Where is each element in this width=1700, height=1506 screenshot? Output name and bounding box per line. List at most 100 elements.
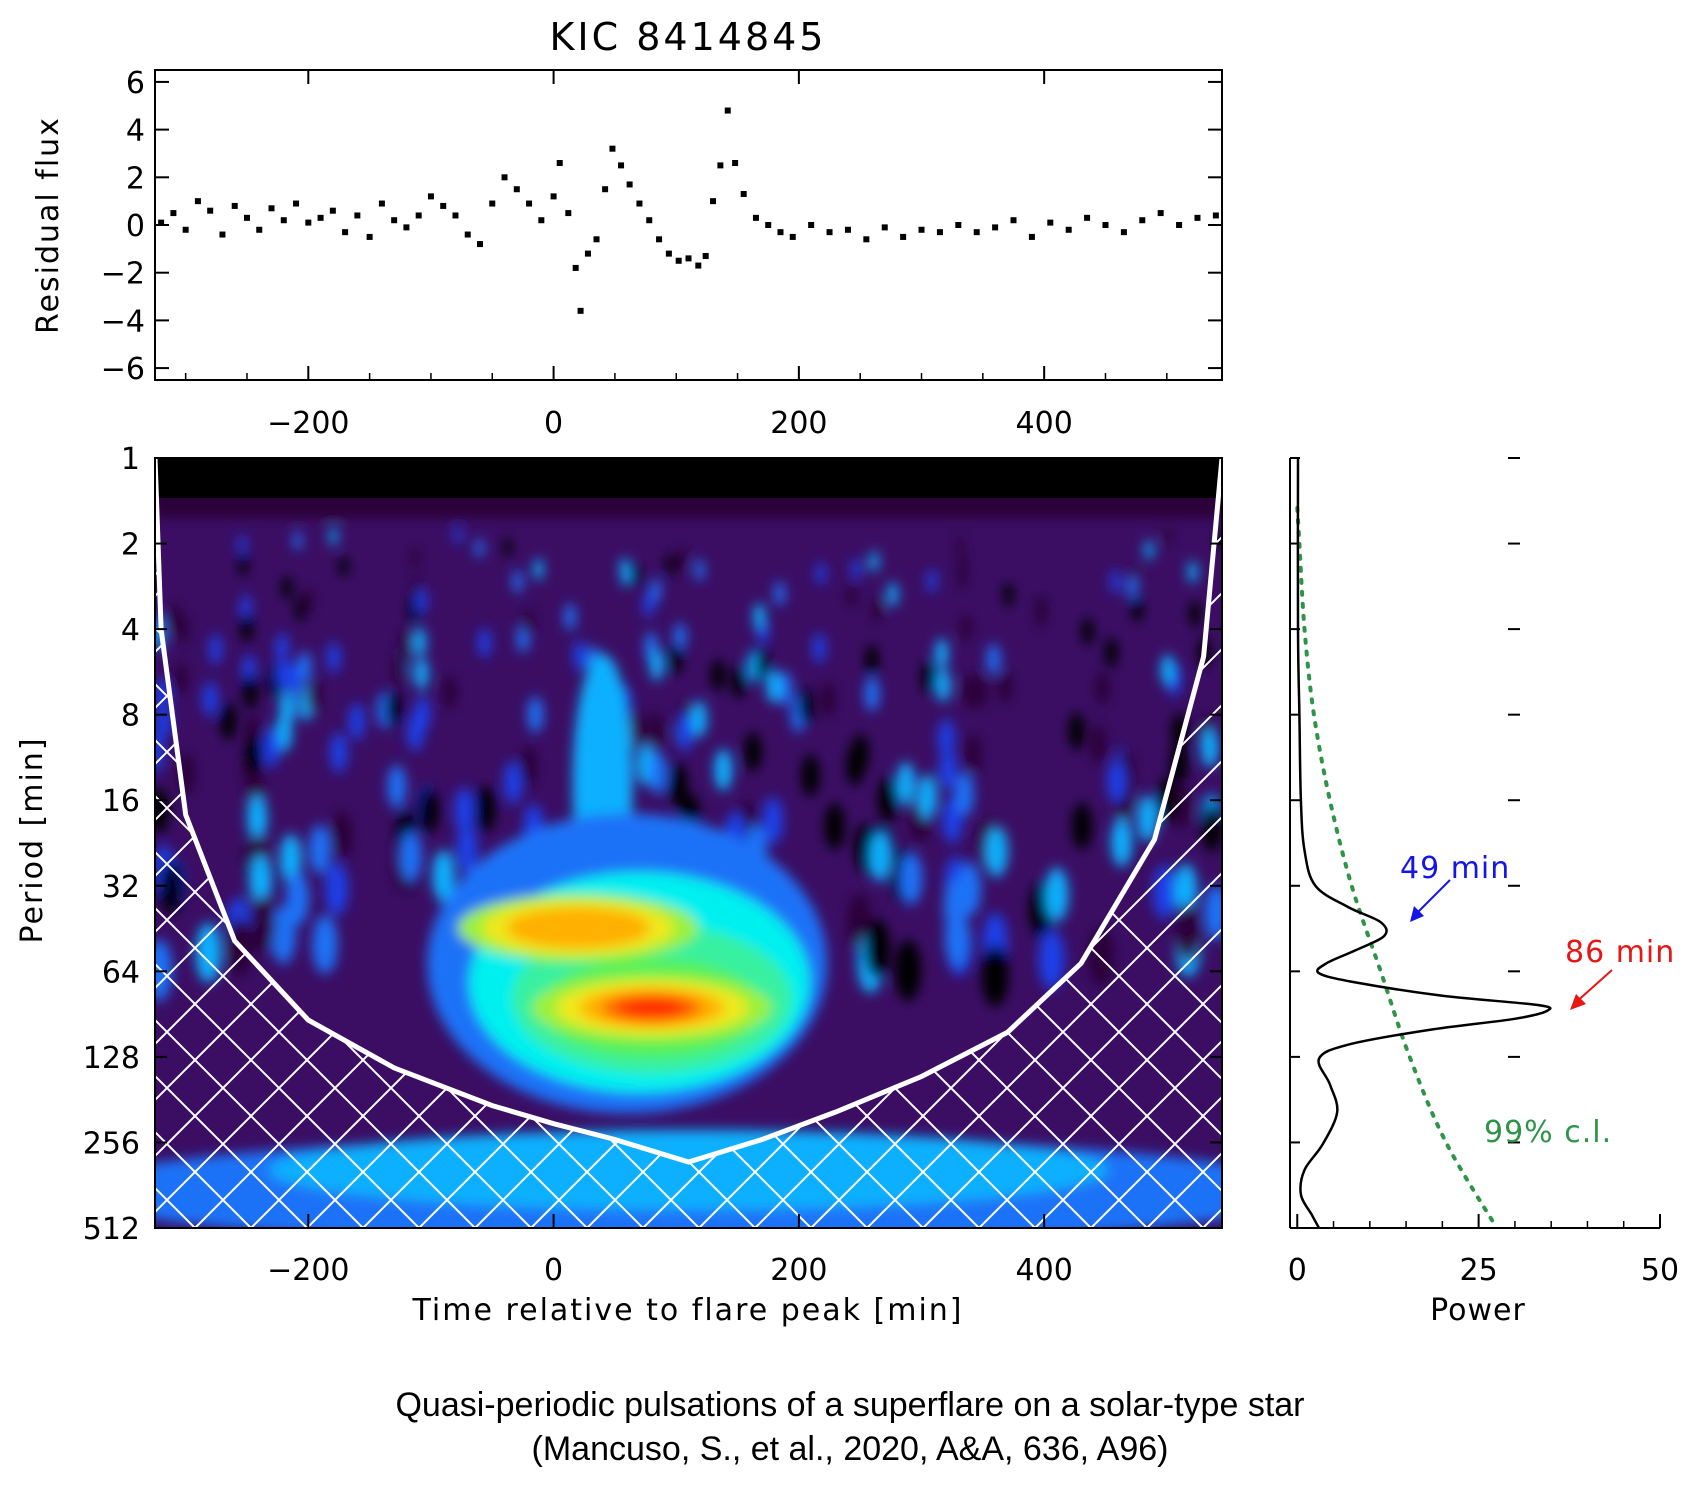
confidence-level-curve (1295, 506, 1499, 1228)
data-point (1157, 210, 1164, 217)
contour-blob (620, 557, 630, 580)
data-point (724, 107, 731, 114)
contour-blob (243, 674, 258, 709)
hatch-line (978, 458, 1222, 1228)
contour-blob (668, 643, 683, 675)
contour-blob (939, 748, 957, 791)
x-tick-label: 25 (1460, 1253, 1498, 1288)
contour-blob (1095, 671, 1111, 706)
contour-blob (240, 614, 253, 643)
contour-blob (824, 802, 845, 851)
annotation-49-min: 49 min (1400, 851, 1510, 886)
data-point (170, 210, 177, 217)
contour-blob (385, 690, 401, 727)
data-point (207, 207, 214, 214)
data-point (593, 236, 600, 243)
contour-blob (985, 827, 1008, 878)
contour-blob (962, 674, 978, 709)
contour-blob (177, 615, 190, 644)
contour-blob (954, 772, 974, 817)
data-point (415, 212, 422, 219)
contour-blob (250, 895, 276, 953)
contour-blob (240, 594, 252, 621)
data-point (1047, 219, 1054, 226)
contour-blob (714, 749, 733, 791)
data-point (618, 162, 625, 169)
contour-blob (414, 695, 431, 733)
data-point (440, 202, 447, 209)
data-point (317, 214, 324, 221)
contour-blob (522, 608, 535, 636)
contour-blob (864, 676, 880, 712)
contour-blob (944, 909, 970, 968)
data-point (526, 200, 533, 207)
wavelet-contours (155, 458, 1222, 1228)
data-point (158, 219, 165, 226)
contour-blob (324, 862, 348, 916)
contour-blob (1068, 712, 1085, 751)
contour-blob (649, 649, 664, 681)
contour-blob (865, 644, 879, 676)
data-point (1102, 222, 1109, 228)
contour-blob (155, 701, 172, 739)
contour-blob (281, 575, 293, 600)
x-axis-label-power: Power (1430, 1293, 1526, 1328)
hatch-line (155, 458, 364, 1228)
contour-blob (937, 718, 955, 758)
contour-blob (1204, 884, 1222, 941)
y-tick-label: 64 (102, 955, 140, 990)
contour-blob (869, 550, 879, 573)
contour-blob (762, 797, 783, 844)
contour-blob (864, 918, 890, 979)
cone-of-influence-line (155, 458, 1222, 1165)
contour-blob (209, 634, 223, 665)
arrow-86-min-head (1570, 994, 1586, 1010)
contour-blob (899, 852, 923, 905)
contour-blob (339, 555, 349, 578)
contour-blob (503, 761, 523, 805)
contour-blob (878, 777, 898, 823)
contour-blob (846, 744, 864, 786)
data-point (900, 233, 907, 240)
contour-blob (955, 536, 965, 556)
contour-blob (1152, 865, 1176, 919)
contour-blob (413, 627, 426, 657)
data-point (556, 160, 563, 166)
contour-blob (774, 581, 785, 606)
data-point (584, 250, 591, 257)
contour-blob (677, 713, 694, 752)
contour-peak (506, 907, 651, 949)
data-point (452, 212, 459, 219)
contour-blob (711, 658, 726, 692)
data-point (489, 200, 496, 207)
data-point (665, 250, 672, 257)
data-point (955, 222, 962, 228)
contour-blob (926, 569, 937, 593)
contour-blob (312, 914, 338, 974)
contour-blob (1175, 903, 1201, 962)
contour-blob (398, 629, 412, 660)
contour-blob (755, 649, 770, 681)
data-point (789, 233, 796, 240)
residual-flux-panel: KIC 8414845 −200 0 200 400 −6 −4 −2 0 2 4 6 Residu… (31, 15, 1223, 441)
hatch-line (1371, 448, 1700, 1228)
contour-blob (306, 678, 322, 713)
data-point (740, 191, 747, 197)
data-point (973, 229, 980, 236)
data-point (243, 214, 250, 221)
y-axis-label-residual-flux: Residual flux (31, 116, 66, 334)
data-point (777, 229, 784, 236)
contour-blob (392, 653, 406, 686)
contour-blob (998, 669, 1013, 704)
contour-blob (327, 642, 341, 674)
data-point (1176, 222, 1183, 228)
y-tick-label: 2 (121, 528, 140, 563)
x-tick-label: 400 (1016, 1253, 1073, 1288)
data-point (863, 236, 870, 243)
contour-blob (917, 774, 937, 819)
contour-blob (247, 795, 268, 842)
residual-flux-ticks: −200 0 200 400 −6 −4 −2 0 2 4 6 (101, 66, 1222, 441)
y-tick-label: 8 (121, 699, 140, 734)
contour-blob (416, 588, 427, 614)
contour-blob (1201, 727, 1219, 768)
